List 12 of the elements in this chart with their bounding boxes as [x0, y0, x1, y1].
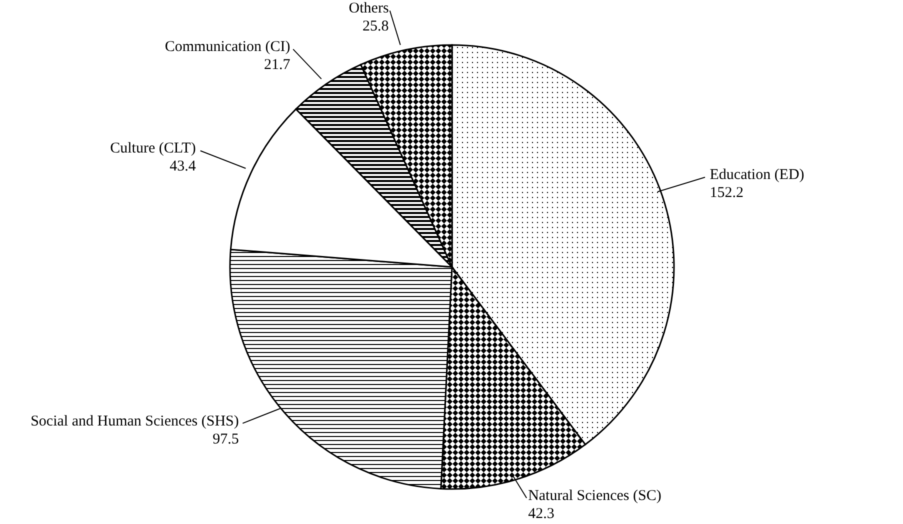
- slice-label: Communication (CI): [164, 39, 290, 56]
- data-label: 21.7: [264, 57, 291, 74]
- slice-label: Education (ED): [710, 167, 804, 184]
- slice-label: Social and Human Sciences (SHS): [30, 413, 239, 430]
- data-label: 25.8: [362, 18, 389, 35]
- slice-label: Natural Sciences (SC): [528, 488, 662, 504]
- data-label: 97.5: [212, 431, 239, 448]
- data-label: 152.2: [710, 185, 744, 202]
- data-label: 42.3: [528, 506, 554, 522]
- data-label: 43.4: [170, 158, 196, 175]
- slice-label: Culture (CLT): [110, 140, 196, 157]
- slice-label: Others: [348, 0, 389, 17]
